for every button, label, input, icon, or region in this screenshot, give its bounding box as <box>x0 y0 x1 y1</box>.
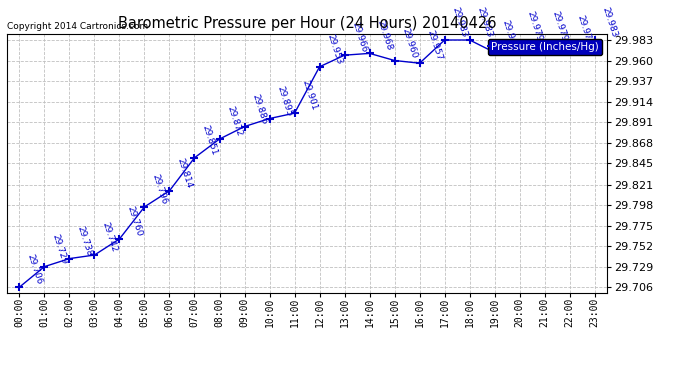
Text: 29.851: 29.851 <box>200 124 218 156</box>
Text: 29.706: 29.706 <box>25 253 43 286</box>
Text: 29.957: 29.957 <box>425 29 444 62</box>
Pressure (Inches/Hg) <box>566 46 574 50</box>
Text: 29.738: 29.738 <box>75 225 93 257</box>
Text: 29.895: 29.895 <box>275 84 293 117</box>
Pressure (Inches/Hg) <box>290 111 299 116</box>
Text: 29.974: 29.974 <box>575 14 593 46</box>
Pressure (Inches/Hg) <box>415 61 424 66</box>
Pressure (Inches/Hg) <box>40 264 48 269</box>
Pressure (Inches/Hg) <box>240 124 248 129</box>
Text: 29.886: 29.886 <box>250 92 268 125</box>
Pressure (Inches/Hg) <box>266 116 274 121</box>
Pressure (Inches/Hg) <box>466 38 474 42</box>
Text: 29.983: 29.983 <box>475 6 493 39</box>
Pressure (Inches/Hg) <box>215 137 224 141</box>
Text: 29.966: 29.966 <box>350 21 368 54</box>
Text: 29.796: 29.796 <box>150 173 168 206</box>
Pressure (Inches/Hg) <box>366 51 374 56</box>
Line: Pressure (Inches/Hg): Pressure (Inches/Hg) <box>15 36 599 291</box>
Text: 29.872: 29.872 <box>225 105 244 138</box>
Text: 29.729: 29.729 <box>50 232 68 265</box>
Text: 29.969: 29.969 <box>500 18 518 51</box>
Text: 29.979: 29.979 <box>550 9 569 42</box>
Text: 29.960: 29.960 <box>400 26 418 59</box>
Text: 29.979: 29.979 <box>525 9 544 42</box>
Legend: Pressure (Inches/Hg): Pressure (Inches/Hg) <box>488 39 602 55</box>
Text: 29.968: 29.968 <box>375 19 393 52</box>
Pressure (Inches/Hg) <box>515 41 524 46</box>
Pressure (Inches/Hg) <box>491 50 499 55</box>
Pressure (Inches/Hg) <box>591 38 599 42</box>
Pressure (Inches/Hg) <box>90 253 99 257</box>
Pressure (Inches/Hg) <box>440 38 449 42</box>
Text: Copyright 2014 Cartronics.com: Copyright 2014 Cartronics.com <box>7 22 148 31</box>
Pressure (Inches/Hg) <box>391 58 399 63</box>
Text: 29.983: 29.983 <box>600 6 618 39</box>
Title: Barometric Pressure per Hour (24 Hours) 20140426: Barometric Pressure per Hour (24 Hours) … <box>118 16 496 31</box>
Text: 29.760: 29.760 <box>125 205 144 238</box>
Pressure (Inches/Hg) <box>190 156 199 160</box>
Pressure (Inches/Hg) <box>66 256 74 261</box>
Pressure (Inches/Hg) <box>166 189 174 193</box>
Text: 29.901: 29.901 <box>300 79 318 112</box>
Text: 29.953: 29.953 <box>325 33 344 65</box>
Text: 29.814: 29.814 <box>175 157 193 189</box>
Pressure (Inches/Hg) <box>315 64 324 69</box>
Pressure (Inches/Hg) <box>15 285 23 290</box>
Pressure (Inches/Hg) <box>140 205 148 209</box>
Pressure (Inches/Hg) <box>340 53 348 57</box>
Pressure (Inches/Hg) <box>115 237 124 241</box>
Text: 29.983: 29.983 <box>450 6 469 39</box>
Text: 29.742: 29.742 <box>100 221 118 254</box>
Pressure (Inches/Hg) <box>540 41 549 46</box>
